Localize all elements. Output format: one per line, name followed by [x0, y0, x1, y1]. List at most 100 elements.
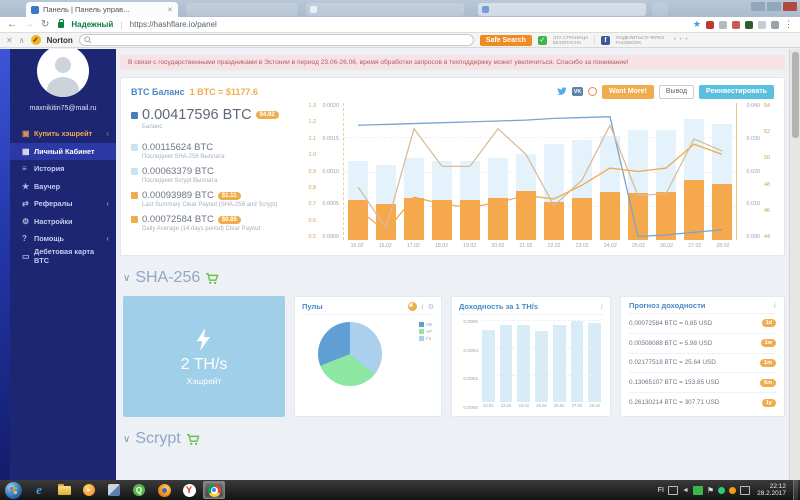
- scrypt-bar: [516, 190, 536, 240]
- hashrate-value: 2 TH/s: [180, 355, 228, 373]
- url-text[interactable]: https://hashflare.io/panel: [129, 20, 217, 29]
- profitability-card: Доходность за 1 TH/s i 0.0006 0.0004 0.000…: [451, 296, 611, 417]
- refresh-icon[interactable]: ↻: [41, 18, 50, 30]
- sidebar-item-cart[interactable]: ▣ Купить хэшрейт ‹: [10, 125, 116, 143]
- x-label: 28.02: [716, 242, 730, 249]
- avatar[interactable]: [37, 49, 89, 97]
- sidebar-item-list[interactable]: ≡ История: [10, 160, 116, 178]
- sidebar-item-card[interactable]: ▭ Дебетовая карта BTC: [10, 247, 116, 265]
- icq-glyph: Q: [133, 484, 145, 496]
- forecast-row: 0.00508088 BTC = 5.98 USD 1w: [629, 334, 776, 354]
- axis-tick: 0.5: [308, 234, 317, 240]
- safe-search-button[interactable]: Safe Search: [479, 34, 532, 46]
- browser-tab-inactive[interactable]: [186, 3, 298, 16]
- show-desktop-button[interactable]: [793, 480, 798, 500]
- tray-window-icon[interactable]: [667, 485, 678, 495]
- close-button[interactable]: [783, 2, 797, 11]
- toolbar-divider: [594, 35, 596, 45]
- axis-tick: 1.3: [308, 103, 317, 109]
- browser-tab-active[interactable]: Панель | Панель управ... ✕: [26, 2, 178, 17]
- browser-tab-inactive[interactable]: [306, 3, 464, 16]
- ie-glyph: e: [36, 482, 42, 497]
- volume-icon[interactable]: ◄: [681, 486, 689, 494]
- buy-cart-icon[interactable]: [186, 433, 200, 446]
- action-center-flag-icon[interactable]: ⚑: [706, 485, 715, 495]
- scrollbar-track[interactable]: [789, 49, 800, 480]
- legend-label: AP: [425, 329, 432, 334]
- buy-cart-icon[interactable]: [205, 272, 219, 285]
- scrollbar-thumb[interactable]: [792, 52, 799, 138]
- extension-icon-3[interactable]: [732, 20, 740, 29]
- windows-flag-icon: [10, 486, 17, 494]
- language-indicator[interactable]: FI: [657, 486, 664, 494]
- new-tab-button[interactable]: [652, 3, 668, 16]
- sidebar-item-dashboard[interactable]: ▦ Личный Кабинет: [10, 142, 116, 160]
- forward-icon[interactable]: →: [24, 18, 34, 30]
- taskbar-icq-icon[interactable]: Q: [128, 481, 150, 499]
- facebook-icon[interactable]: f: [601, 35, 611, 45]
- address-bar: ← → ↻ Надежный | https://hashflare.io/pa…: [0, 17, 800, 33]
- withdraw-button[interactable]: Вывод: [658, 84, 695, 99]
- extension-icon-4[interactable]: [745, 20, 753, 29]
- status-green-icon[interactable]: [718, 486, 726, 494]
- taskbar-explorer-icon[interactable]: [53, 481, 75, 499]
- gear-icon[interactable]: ⚙: [427, 303, 434, 311]
- browser-menu-icon[interactable]: ⋮: [784, 19, 793, 29]
- status-orange-icon[interactable]: [729, 486, 737, 494]
- user-email: maxnikitin75@mail.ru: [29, 105, 97, 112]
- sidebar-item-help[interactable]: ? Помощь ‹: [10, 230, 116, 248]
- clock-time: 22:12: [769, 482, 786, 490]
- toolbar-more-icon[interactable]: • • •: [673, 37, 689, 43]
- taskbar-app-icon[interactable]: [103, 481, 125, 499]
- sidebar-item-share[interactable]: ⇄ Рефералы ‹: [10, 195, 116, 213]
- extension-icon-6[interactable]: [771, 20, 779, 29]
- toolbar-close-icon[interactable]: ✕: [6, 35, 13, 45]
- info-icon[interactable]: i: [773, 301, 776, 310]
- chevron-down-icon[interactable]: ∨: [123, 433, 131, 445]
- rate-line-tan: [358, 125, 722, 228]
- taskbar-ie-icon[interactable]: e: [28, 481, 50, 499]
- chevron-down-icon[interactable]: ∨: [123, 272, 131, 284]
- pools-card-header: Пулы i ⚙: [302, 302, 434, 315]
- sidebar-item-star[interactable]: ★ Ваучер: [10, 178, 116, 196]
- chart-bars: [344, 103, 736, 240]
- taskbar-yandex-icon[interactable]: Y: [178, 481, 200, 499]
- browser-tab-inactive[interactable]: [478, 3, 646, 16]
- balance-entry: 0.00417596 BTC $4.92 Баланс: [131, 107, 303, 130]
- reinvest-button[interactable]: Реинвестировать: [699, 84, 774, 99]
- tray-app-icon[interactable]: [692, 485, 703, 495]
- secure-label[interactable]: Надежный: [71, 20, 114, 29]
- twitter-icon[interactable]: [557, 87, 567, 97]
- extension-icon-1[interactable]: [706, 20, 714, 29]
- profit-bars: [482, 320, 602, 402]
- toolbar-collapse-icon[interactable]: ∧: [18, 35, 25, 45]
- minimize-button[interactable]: [751, 2, 765, 11]
- section-title-scrypt: Scrypt: [135, 430, 181, 447]
- norton-toolbar: ✕ ∧ ✓ Norton Safe Search ✓ ЭТА СТРАНИЦА …: [0, 33, 800, 48]
- period-badge: 1m: [760, 358, 776, 367]
- x-label: 23.02: [575, 242, 589, 249]
- vk-icon[interactable]: VK: [572, 87, 584, 96]
- pie-toggle-icon[interactable]: [408, 302, 418, 311]
- bookmark-star-icon[interactable]: ★: [692, 19, 701, 29]
- ok-icon[interactable]: [588, 87, 598, 96]
- tray-clock[interactable]: 22:12 28.2.2017: [757, 483, 786, 498]
- info-icon[interactable]: i: [421, 302, 424, 311]
- want-more-button[interactable]: Want More!: [602, 84, 654, 99]
- extension-icon-5[interactable]: [758, 20, 766, 29]
- sidebar-item-gear[interactable]: ⚙ Настройки: [10, 213, 116, 231]
- maximize-button[interactable]: [767, 2, 781, 11]
- taskbar-media-player-icon[interactable]: ▸: [78, 481, 100, 499]
- norton-search-box[interactable]: [78, 34, 474, 46]
- axis-tick: 54: [764, 103, 770, 109]
- taskbar-firefox-icon[interactable]: [153, 481, 175, 499]
- start-button[interactable]: [5, 481, 22, 499]
- back-icon[interactable]: ←: [7, 18, 17, 30]
- taskbar-chrome-icon[interactable]: [203, 481, 225, 499]
- display-icon[interactable]: [740, 485, 751, 495]
- sidebar-item-label: Рефералы: [34, 199, 73, 209]
- tab-close-icon[interactable]: ✕: [167, 6, 173, 14]
- norton-search-input[interactable]: [94, 36, 469, 44]
- extension-icon-2[interactable]: [719, 20, 727, 29]
- info-icon[interactable]: i: [600, 302, 603, 311]
